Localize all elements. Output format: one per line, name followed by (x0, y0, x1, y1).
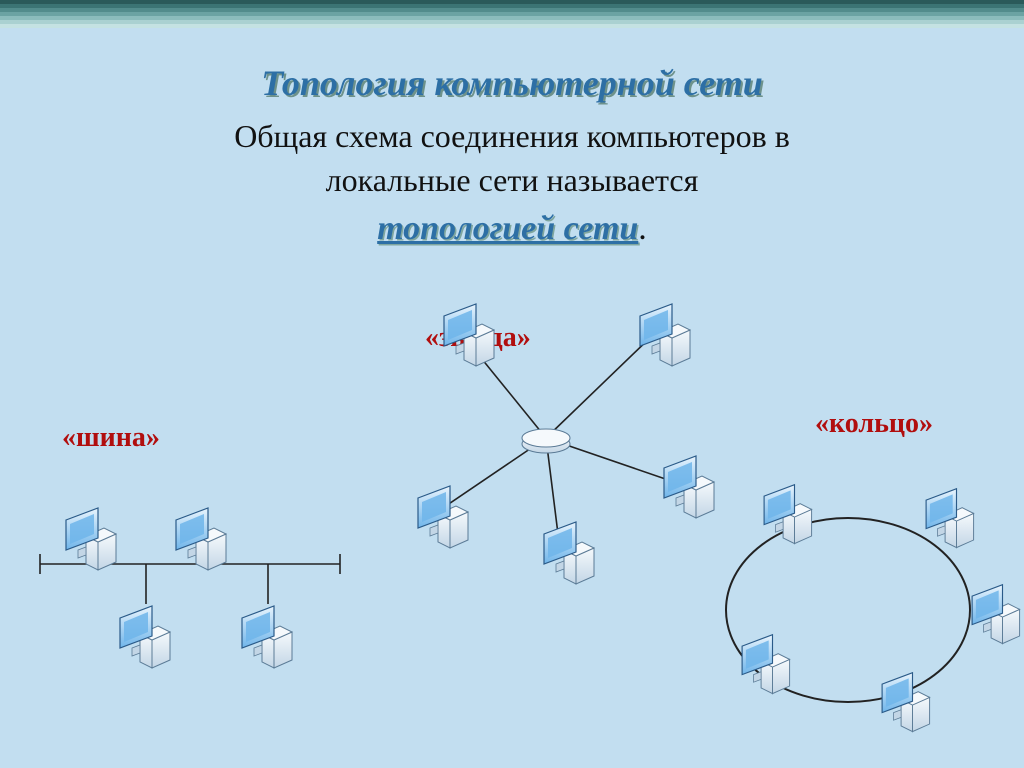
subtitle-line2: локальные сети называется (0, 162, 1024, 199)
slide-page: Топология компьютерной сети Общая схема … (0, 0, 1024, 768)
computer-icon (444, 304, 494, 366)
computer-icon (544, 522, 594, 584)
subtitle-line1: Общая схема соединения компьютеров в (0, 118, 1024, 155)
computer-icon (66, 508, 116, 570)
keyword-text: топологией сети (377, 210, 638, 247)
hub-icon (522, 429, 570, 453)
decorative-stripes (0, 0, 1024, 28)
computer-icon (742, 635, 790, 694)
computer-icon (972, 585, 1020, 644)
computer-icon (176, 508, 226, 570)
computer-icon (120, 606, 170, 668)
label-bus: «шина» (62, 422, 160, 454)
keyword-line: топологией сети. (0, 210, 1024, 248)
slide-title: Топология компьютерной сети (0, 62, 1024, 104)
computer-icon (640, 304, 690, 366)
computer-icon (764, 485, 812, 544)
ring-topology-diagram (700, 480, 1000, 740)
computer-icon (926, 489, 974, 548)
computer-icon (882, 673, 930, 732)
keyword-suffix: . (638, 210, 647, 247)
bus-topology-diagram (40, 510, 350, 710)
computer-icon (242, 606, 292, 668)
label-ring: «кольцо» (815, 408, 933, 440)
star-topology-diagram (360, 300, 720, 590)
